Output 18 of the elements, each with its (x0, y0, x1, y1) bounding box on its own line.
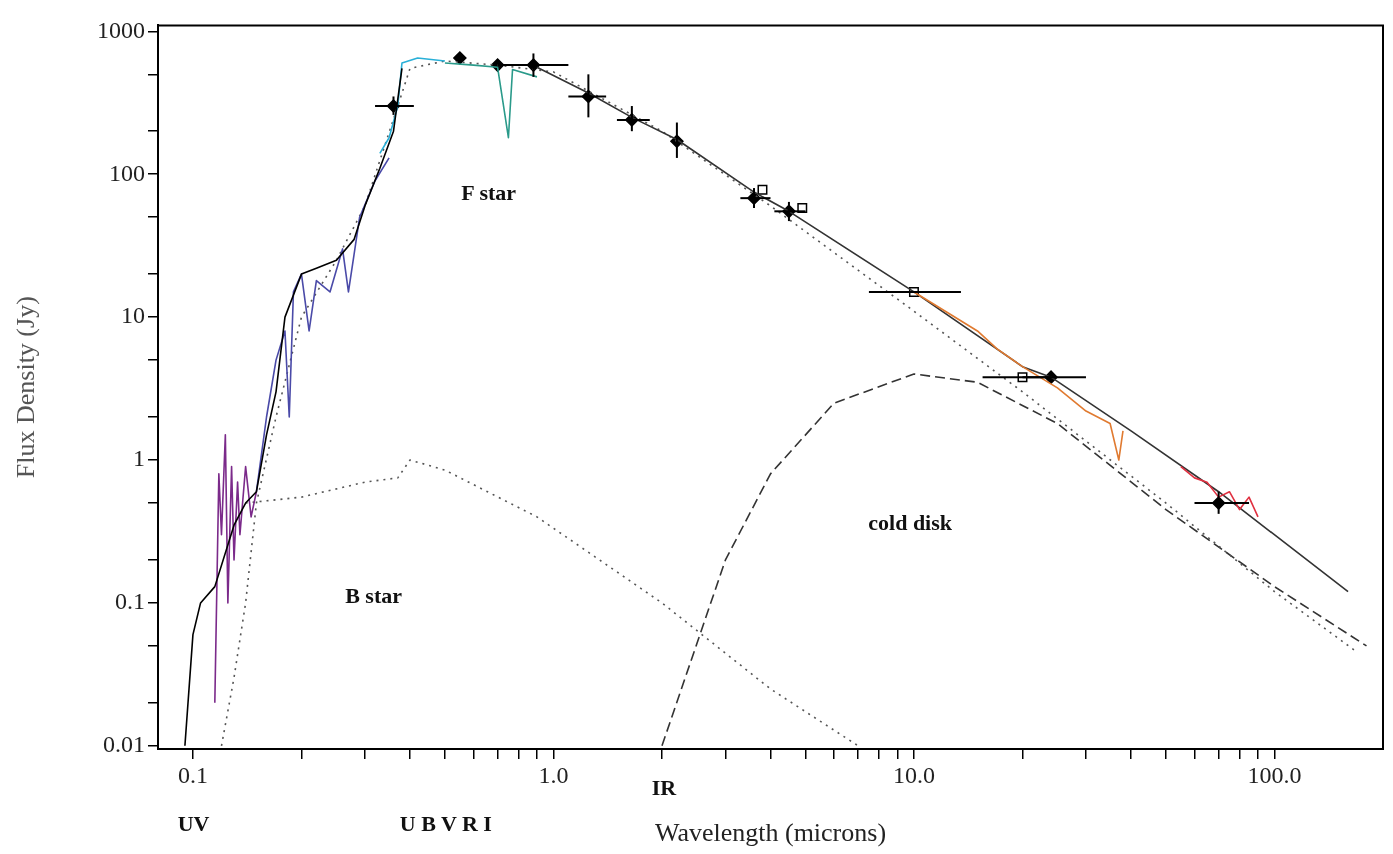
x-axis-title: Wavelength (microns) (654, 818, 887, 848)
y-tick-label: 1 (133, 445, 145, 472)
y-tick-label: 0.1 (115, 588, 145, 615)
text: U B V R I (399, 810, 492, 836)
text: IR (651, 774, 678, 800)
x-tick-label: 10.0 (892, 761, 935, 788)
y-tick-label: 100 (109, 159, 145, 186)
x-tick-label: 100.0 (1247, 761, 1302, 788)
y-tick-label: 1000 (97, 16, 145, 43)
annotation: F star (461, 179, 517, 205)
annotation: cold disk (868, 510, 953, 536)
y-tick-label: 0.01 (103, 731, 145, 758)
y-axis-title: Flux Density (Jy) (11, 296, 41, 479)
annotation: B star (345, 582, 403, 608)
text: UV (177, 810, 210, 836)
x-tick-label: 1.0 (538, 761, 569, 788)
y-tick-label: 10 (121, 302, 145, 329)
x-tick-label: 0.1 (177, 761, 208, 788)
